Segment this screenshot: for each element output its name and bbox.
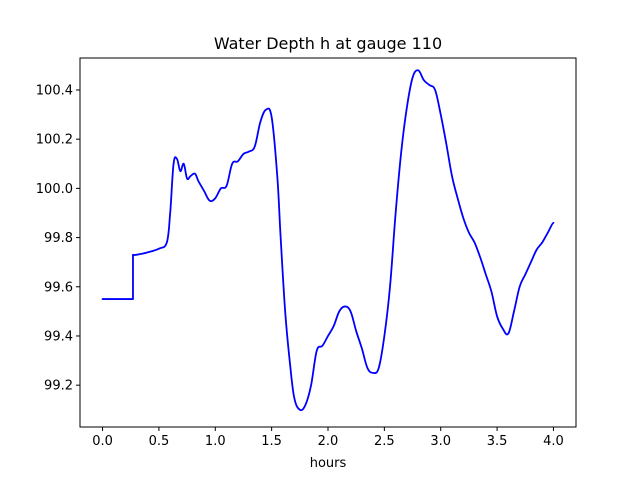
x-tick-label: 1.5 (261, 434, 282, 449)
chart-title: Water Depth h at gauge 110 (214, 34, 442, 53)
x-tick-label: 4.0 (543, 434, 564, 449)
plot-background (80, 58, 576, 427)
x-tick-label: 0.5 (149, 434, 170, 449)
y-tick-label: 99.8 (44, 231, 73, 246)
x-tick-label: 1.0 (205, 434, 226, 449)
x-axis-label: hours (310, 456, 347, 471)
y-tick-label: 100.4 (36, 83, 73, 98)
y-tick-label: 100.2 (36, 133, 73, 148)
x-tick-label: 3.0 (430, 434, 451, 449)
x-tick-label: 2.5 (374, 434, 395, 449)
y-tick-label: 99.4 (44, 329, 73, 344)
y-tick-label: 100.0 (36, 182, 73, 197)
x-tick-label: 0.0 (92, 434, 113, 449)
plot-area (80, 58, 576, 427)
series-layer (101, 69, 555, 412)
y-tick-label: 99.2 (44, 379, 73, 394)
y-tick-label: 99.6 (44, 280, 73, 295)
x-tick-label: 3.5 (487, 434, 508, 449)
y-axis-ticks: 99.2 99.4 99.6 99.8 100.0 100.2 100.4 (36, 83, 80, 394)
x-axis-ticks: 0.0 0.5 1.0 1.5 2.0 2.5 3.0 3.5 4.0 (92, 427, 564, 449)
series-line-0 (101, 69, 555, 412)
x-tick-label: 2.0 (318, 434, 339, 449)
